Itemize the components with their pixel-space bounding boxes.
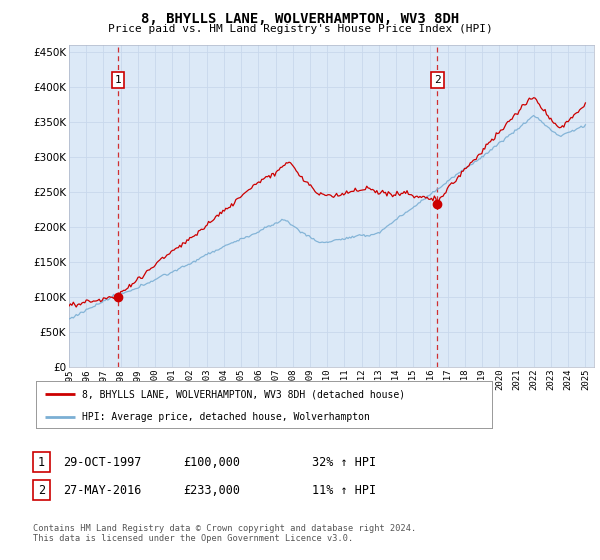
Text: £233,000: £233,000 (183, 483, 240, 497)
Text: 1: 1 (38, 455, 45, 469)
Text: 29-OCT-1997: 29-OCT-1997 (63, 455, 142, 469)
Text: HPI: Average price, detached house, Wolverhampton: HPI: Average price, detached house, Wolv… (82, 412, 370, 422)
Text: 8, BHYLLS LANE, WOLVERHAMPTON, WV3 8DH (detached house): 8, BHYLLS LANE, WOLVERHAMPTON, WV3 8DH (… (82, 389, 405, 399)
Text: 27-MAY-2016: 27-MAY-2016 (63, 483, 142, 497)
Text: 8, BHYLLS LANE, WOLVERHAMPTON, WV3 8DH: 8, BHYLLS LANE, WOLVERHAMPTON, WV3 8DH (141, 12, 459, 26)
Text: £100,000: £100,000 (183, 455, 240, 469)
Text: 1: 1 (115, 75, 121, 85)
Text: 32% ↑ HPI: 32% ↑ HPI (312, 455, 376, 469)
Text: Price paid vs. HM Land Registry's House Price Index (HPI): Price paid vs. HM Land Registry's House … (107, 24, 493, 34)
Text: 2: 2 (38, 483, 45, 497)
Text: Contains HM Land Registry data © Crown copyright and database right 2024.
This d: Contains HM Land Registry data © Crown c… (33, 524, 416, 543)
Text: 11% ↑ HPI: 11% ↑ HPI (312, 483, 376, 497)
Text: 2: 2 (434, 75, 441, 85)
